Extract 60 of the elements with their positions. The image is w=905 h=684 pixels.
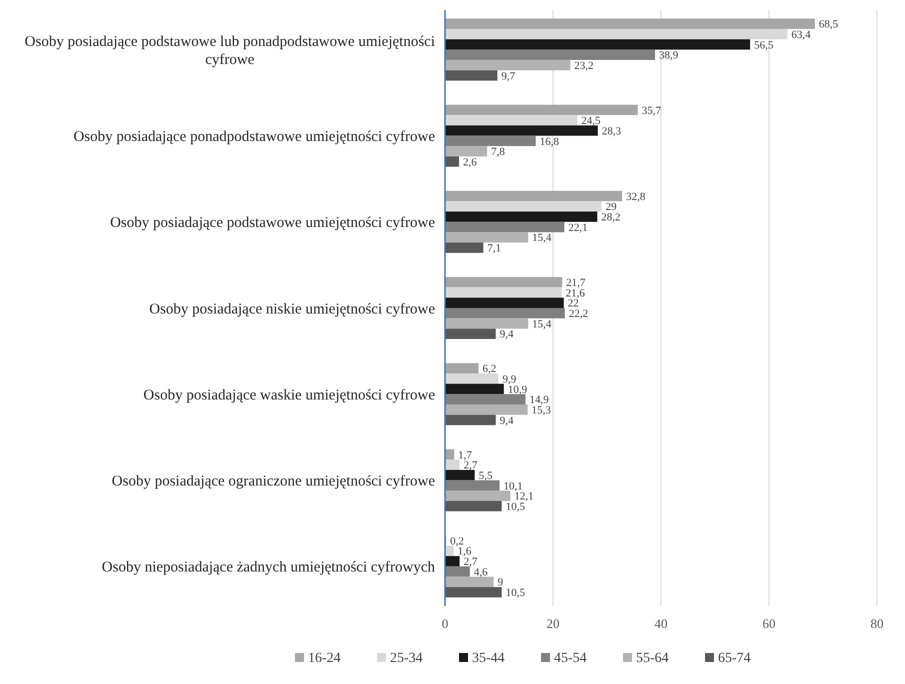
data-label: 35,7 [642, 104, 662, 117]
data-label: 0,2 [450, 535, 464, 548]
data-label: 4,6 [474, 566, 488, 578]
data-label: 21,6 [566, 287, 586, 300]
data-label: 15,4 [532, 232, 552, 244]
data-label: 2,7 [464, 460, 478, 472]
data-label: 38,9 [659, 50, 679, 62]
legend-label: 35-44 [472, 651, 505, 666]
data-label: 10,9 [508, 384, 528, 396]
data-label: 7,8 [491, 146, 506, 158]
legend-label: 25-34 [390, 651, 423, 666]
data-label: 15,3 [532, 404, 552, 416]
data-label: 23,2 [574, 60, 594, 72]
data-label: 9,9 [502, 373, 517, 386]
data-label: 9,4 [500, 328, 514, 341]
data-label: 14,9 [529, 394, 550, 406]
data-label: 15,4 [532, 318, 552, 330]
data-label: 2,7 [464, 556, 478, 568]
legend-label: 55-64 [636, 651, 669, 666]
data-label: 9,4 [500, 414, 514, 427]
legend-label: 65-74 [718, 651, 751, 666]
data-label: 28,3 [602, 125, 622, 138]
data-label: 6,2 [482, 363, 496, 376]
data-label: 9 [498, 576, 504, 589]
y-tick-label: Osoby posiadające waskie umiejętności cyfrowe [143, 387, 436, 404]
data-label: 1,7 [458, 449, 472, 462]
x-tick-label: 60 [762, 616, 776, 631]
y-tick-label: Osoby posiadające podstawowe umiejętności cyfrowe [110, 215, 436, 232]
data-label: 22,2 [568, 308, 588, 320]
y-tick-label: Osoby posiadające ponadpodstawowe umiejętności cyfrowe [73, 128, 436, 145]
data-label: 9,7 [501, 70, 516, 82]
data-label: 63,4 [791, 28, 812, 41]
data-label: 68,5 [818, 18, 839, 31]
x-tick-label: 20 [546, 616, 560, 631]
data-label: 10,1 [504, 480, 523, 492]
data-label: 21,7 [566, 277, 586, 290]
y-tick-label: Osoby posiadające ograniczone umiejętności cyfrowe [112, 474, 436, 490]
data-label: 16,8 [540, 136, 560, 148]
data-label: 22 [568, 298, 579, 310]
x-tick-label: 80 [870, 616, 884, 631]
data-label: 5,5 [478, 470, 493, 482]
data-label: 28,2 [601, 212, 621, 224]
data-label: 29 [606, 201, 618, 214]
data-label: 32,8 [626, 190, 646, 203]
legend-label: 45-54 [554, 651, 587, 666]
data-label: 2,6 [463, 156, 478, 168]
x-tick-label: 40 [654, 616, 668, 631]
y-tick-label: Osoby nieposiadające żadnych umiejętności cyfrowych [102, 560, 436, 576]
data-label: 12,1 [514, 490, 534, 503]
data-label: 7,1 [487, 242, 502, 255]
x-tick-label: 0 [442, 616, 448, 631]
y-tick-label: Osoby posiadające podstawowe lub ponadpodstawowe umiejętności cyfrowe [24, 34, 435, 68]
data-label: 56,5 [754, 39, 774, 52]
data-label: 22,1 [568, 222, 588, 234]
y-tick-label: Osoby posiadające niskie umiejętności cyfrowe [149, 301, 436, 318]
data-label: 24,5 [581, 115, 602, 128]
data-label: 10,5 [506, 500, 526, 513]
data-label: 10,5 [506, 587, 526, 600]
data-label: 1,6 [458, 546, 472, 558]
legend-label: 16-24 [308, 651, 341, 666]
